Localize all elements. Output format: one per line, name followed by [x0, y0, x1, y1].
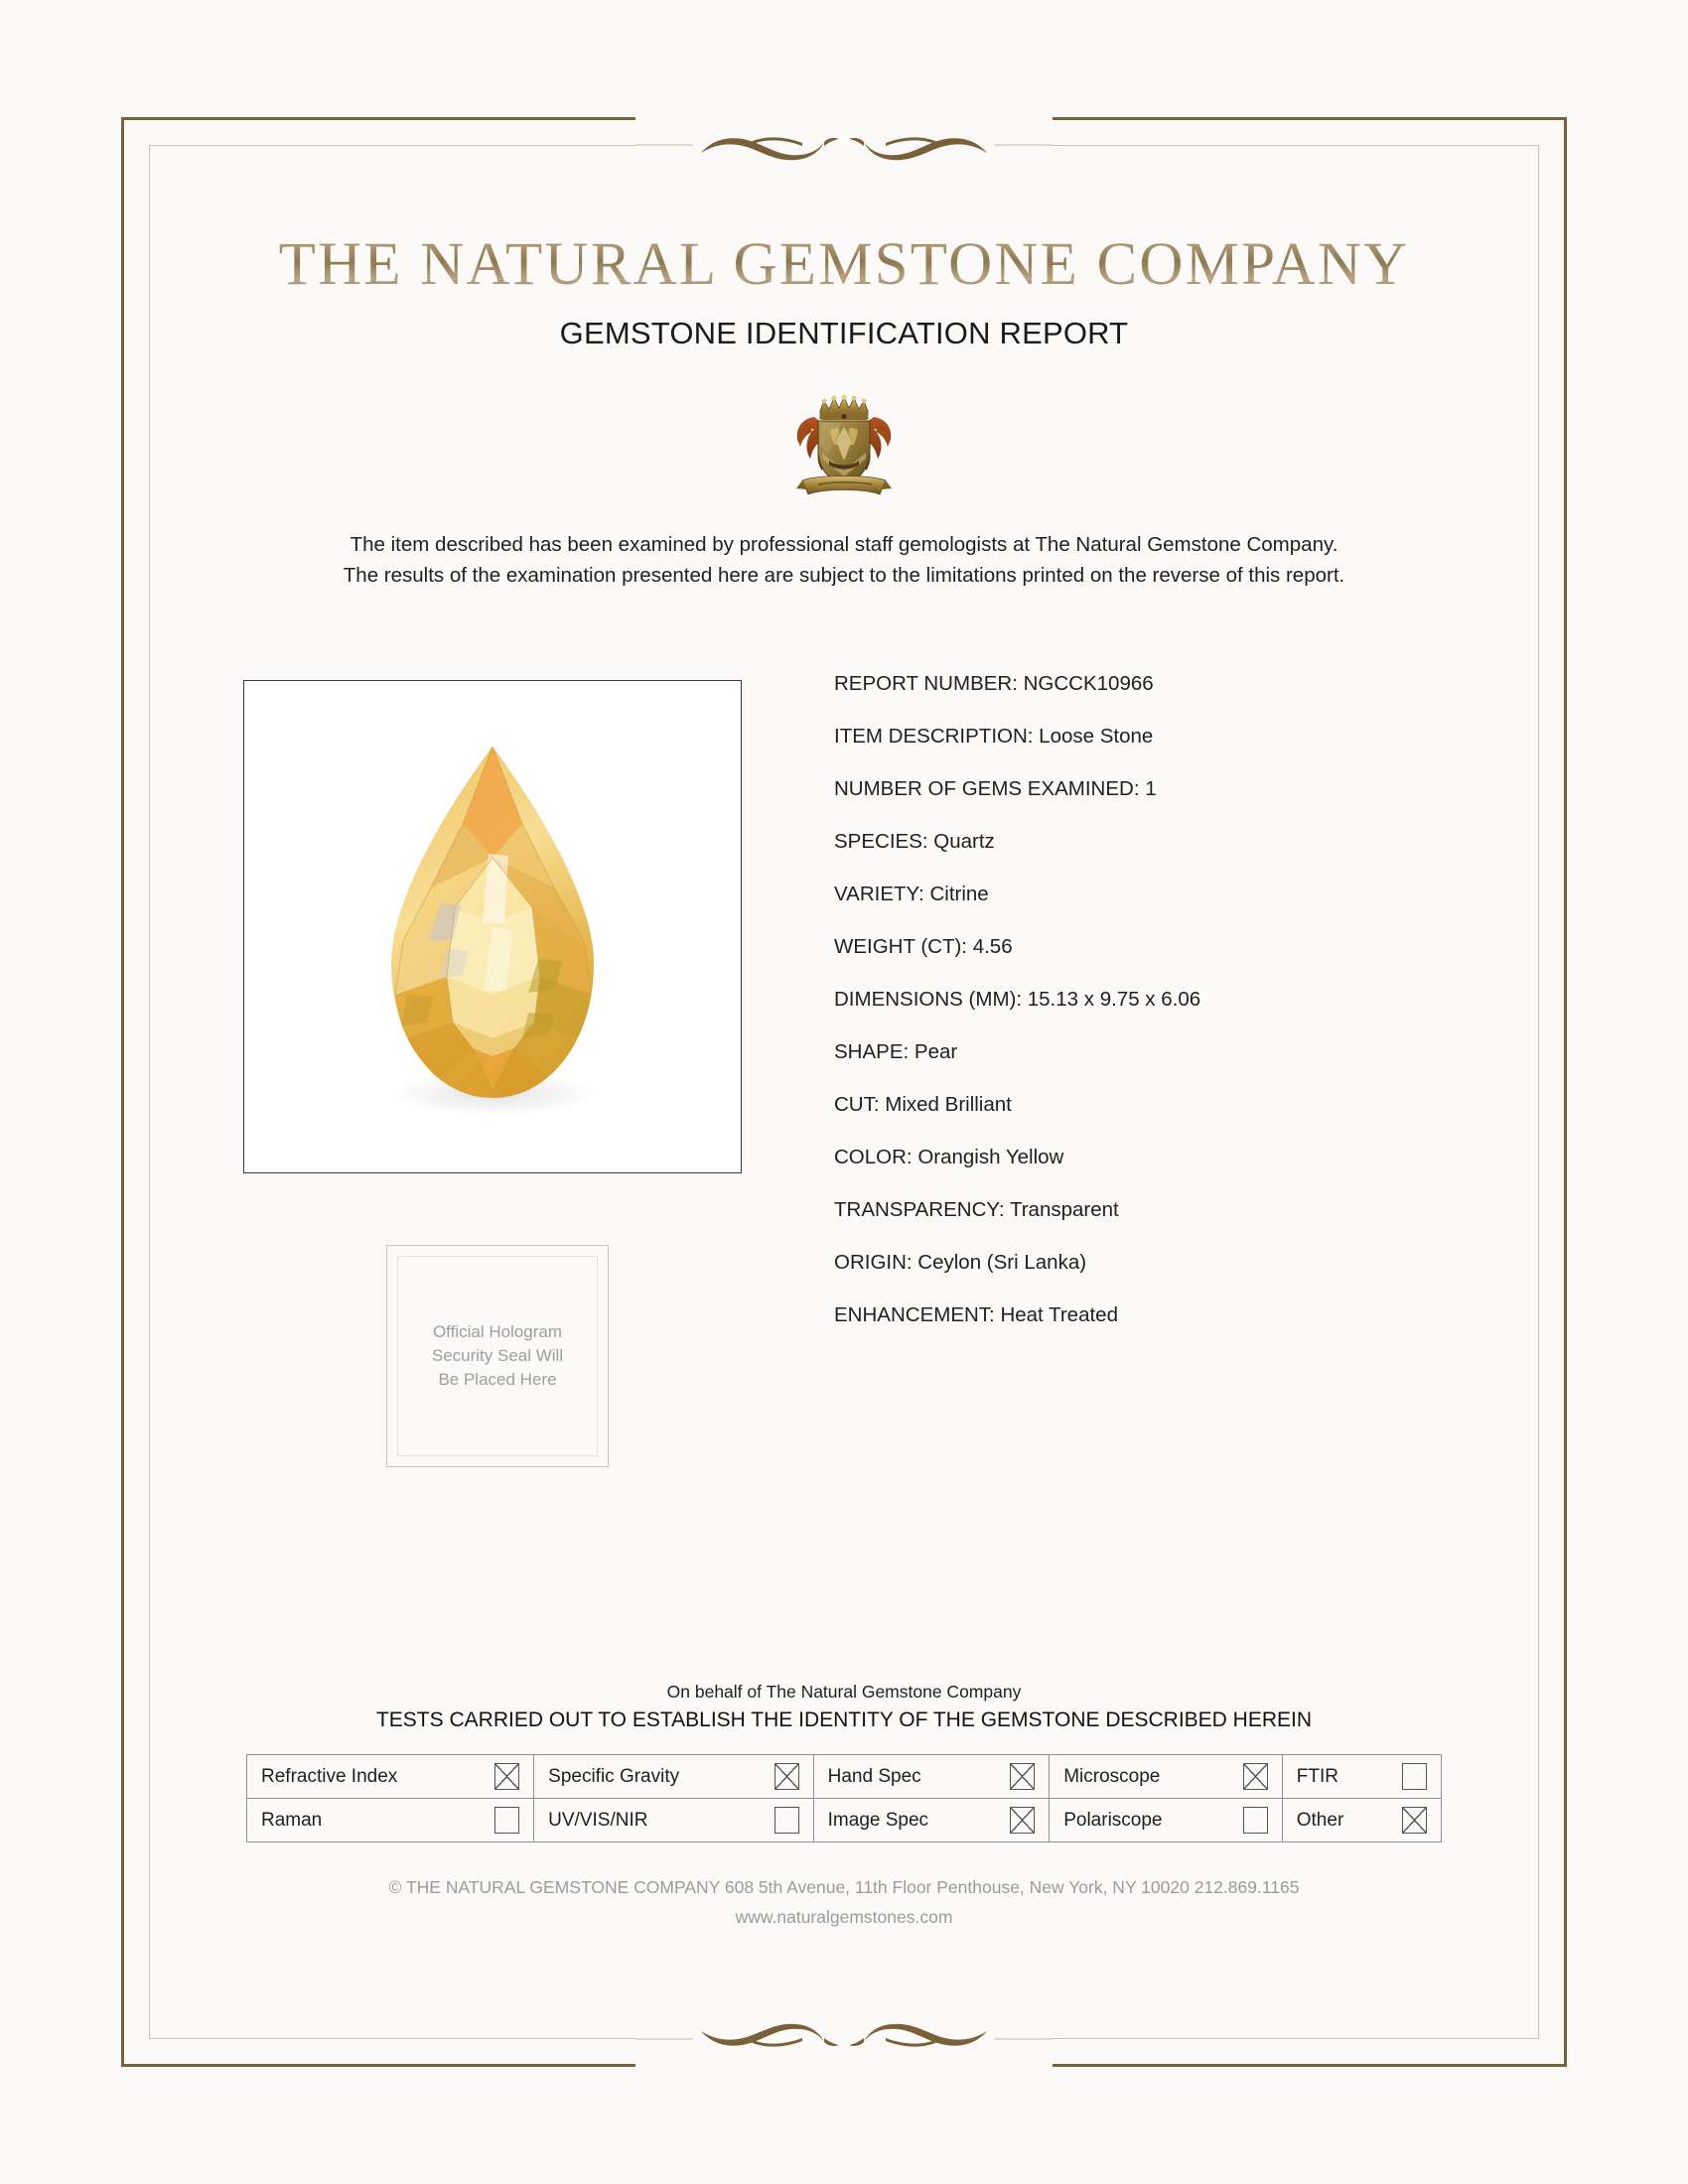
test-label: Refractive Index [261, 1765, 398, 1787]
detail-value: Pear [914, 1040, 958, 1063]
hologram-line-2: Security Seal Will [431, 1346, 564, 1365]
detail-value: Heat Treated [1000, 1303, 1118, 1326]
test-cell-hand-spec[interactable]: Hand Spec [812, 1754, 1051, 1799]
test-checkbox[interactable] [1010, 1807, 1036, 1834]
test-checkbox[interactable] [494, 1807, 520, 1834]
detail-label: REPORT NUMBER: [834, 672, 1018, 695]
gem-details-list: REPORT NUMBER: NGCCK10966 ITEM DESCRIPTI… [834, 671, 1450, 1355]
hologram-seal-inner-frame [397, 1256, 598, 1456]
detail-row: TRANSPARENCY: Transparent [834, 1197, 1450, 1250]
test-checkbox[interactable] [1402, 1763, 1427, 1790]
detail-label: ORIGIN: [834, 1251, 913, 1274]
test-label: FTIR [1296, 1765, 1338, 1787]
detail-value: Orangish Yellow [917, 1146, 1064, 1168]
tests-table: Refractive Index Specific Gravity Hand S… [245, 1754, 1443, 1843]
hologram-seal-text: Official Hologram Security Seal Will Be … [386, 1320, 609, 1392]
test-label: Image Spec [827, 1809, 929, 1831]
detail-label: TRANSPARENCY: [834, 1198, 1005, 1221]
company-title: THE NATURAL GEMSTONE COMPANY [0, 230, 1688, 300]
test-checkbox[interactable] [1010, 1763, 1036, 1790]
test-cell-uv-vis-nir[interactable]: UV/VIS/NIR [533, 1798, 814, 1843]
detail-row: WEIGHT (CT): 4.56 [834, 934, 1450, 987]
test-checkbox[interactable] [1402, 1807, 1427, 1834]
detail-row: VARIETY: Citrine [834, 882, 1450, 934]
detail-label: SHAPE: [834, 1040, 910, 1063]
detail-row: SPECIES: Quartz [834, 829, 1450, 882]
test-label: Polariscope [1063, 1809, 1163, 1831]
tests-heading: TESTS CARRIED OUT TO ESTABLISH THE IDENT… [375, 1708, 1313, 1731]
test-cell-other[interactable]: Other [1281, 1798, 1443, 1843]
detail-label: NUMBER OF GEMS EXAMINED: [834, 777, 1140, 800]
test-cell-microscope[interactable]: Microscope [1049, 1754, 1283, 1799]
test-label: Specific Gravity [548, 1765, 680, 1787]
detail-row: ENHANCEMENT: Heat Treated [834, 1302, 1450, 1355]
detail-value: Transparent [1009, 1198, 1119, 1221]
detail-label: SPECIES: [834, 830, 928, 853]
heraldic-crest-icon [784, 389, 904, 504]
detail-row: CUT: Mixed Brilliant [834, 1092, 1450, 1145]
test-cell-polariscope[interactable]: Polariscope [1049, 1798, 1283, 1843]
detail-row: REPORT NUMBER: NGCCK10966 [834, 671, 1450, 724]
test-checkbox[interactable] [774, 1807, 799, 1834]
detail-row: DIMENSIONS (MM): 15.13 x 9.75 x 6.06 [834, 987, 1450, 1039]
test-checkbox[interactable] [774, 1763, 799, 1790]
detail-value: Loose Stone [1039, 725, 1154, 748]
detail-label: ENHANCEMENT: [834, 1303, 995, 1326]
detail-value: 1 [1145, 777, 1157, 800]
detail-value: Ceylon (Sri Lanka) [917, 1251, 1087, 1274]
intro-line-2: The results of the examination presented… [343, 564, 1345, 587]
test-checkbox[interactable] [1242, 1763, 1268, 1790]
test-cell-ftir[interactable]: FTIR [1281, 1754, 1443, 1799]
test-checkbox[interactable] [1242, 1807, 1268, 1834]
intro-text: The item described has been examined by … [149, 529, 1539, 591]
detail-label: ITEM DESCRIPTION: [834, 725, 1034, 748]
footer: © THE NATURAL GEMSTONE COMPANY 608 5th A… [149, 1872, 1539, 1932]
detail-value: Citrine [929, 883, 989, 905]
detail-value: 4.56 [972, 935, 1013, 958]
intro-line-1: The item described has been examined by … [350, 533, 1338, 556]
detail-row: NUMBER OF GEMS EXAMINED: 1 [834, 776, 1450, 829]
detail-row: ORIGIN: Ceylon (Sri Lanka) [834, 1250, 1450, 1302]
test-label: Microscope [1063, 1765, 1161, 1787]
test-cell-specific-gravity[interactable]: Specific Gravity [533, 1754, 814, 1799]
table-row: Refractive Index Specific Gravity Hand S… [245, 1754, 1443, 1799]
bottom-flourish-ornament [635, 2011, 1053, 2067]
detail-row: SHAPE: Pear [834, 1039, 1450, 1092]
test-cell-raman[interactable]: Raman [245, 1798, 535, 1843]
footer-address: © THE NATURAL GEMSTONE COMPANY 608 5th A… [388, 1877, 1300, 1897]
test-checkbox[interactable] [494, 1763, 520, 1790]
detail-row: ITEM DESCRIPTION: Loose Stone [834, 724, 1450, 776]
hologram-seal-placeholder [386, 1245, 609, 1467]
test-label: UV/VIS/NIR [548, 1809, 648, 1831]
footer-website[interactable]: www.naturalgemstones.com [735, 1907, 953, 1927]
gemstone-photo [243, 680, 742, 1173]
detail-value: Mixed Brilliant [885, 1093, 1012, 1116]
detail-row: COLOR: Orangish Yellow [834, 1145, 1450, 1197]
detail-value: NGCCK10966 [1023, 672, 1154, 695]
test-label: Other [1296, 1809, 1344, 1831]
detail-value: 15.13 x 9.75 x 6.06 [1027, 988, 1201, 1011]
test-label: Raman [261, 1809, 323, 1831]
test-cell-refractive-index[interactable]: Refractive Index [245, 1754, 535, 1799]
on-behalf-text: On behalf of The Natural Gemstone Compan… [666, 1682, 1022, 1702]
detail-label: DIMENSIONS (MM): [834, 988, 1023, 1011]
detail-label: CUT: [834, 1093, 880, 1116]
hologram-line-3: Be Placed Here [438, 1370, 557, 1389]
detail-label: WEIGHT (CT): [834, 935, 967, 958]
top-flourish-ornament [635, 117, 1053, 173]
hologram-line-1: Official Hologram [432, 1322, 563, 1341]
test-label: Hand Spec [827, 1765, 921, 1787]
test-cell-image-spec[interactable]: Image Spec [812, 1798, 1051, 1843]
table-row: Raman UV/VIS/NIR Image Spec Polariscope … [245, 1798, 1443, 1843]
detail-label: COLOR: [834, 1146, 913, 1168]
report-subtitle: GEMSTONE IDENTIFICATION REPORT [559, 316, 1129, 350]
detail-value: Quartz [933, 830, 995, 853]
detail-label: VARIETY: [834, 883, 924, 905]
